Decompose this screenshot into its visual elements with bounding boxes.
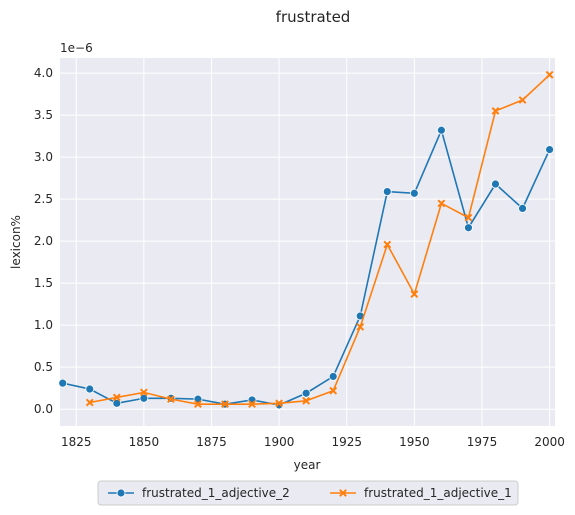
legend-label: frustrated_1_adjective_2 xyxy=(142,486,290,500)
series-2 xyxy=(85,70,554,409)
data-point xyxy=(356,322,365,331)
y-tick-label: 2.5 xyxy=(34,192,53,206)
x-axis-label: year xyxy=(294,458,321,472)
data-point xyxy=(139,388,148,397)
data-point xyxy=(491,179,500,189)
data-point xyxy=(464,223,473,233)
plot-area xyxy=(60,58,555,426)
y-tick-label: 4.0 xyxy=(34,66,53,80)
legend-item-2: frustrated_1_adjective_1 xyxy=(330,486,512,500)
data-point xyxy=(248,400,256,409)
data-point xyxy=(221,400,229,409)
chart-title: frustrated xyxy=(276,8,351,26)
y-axis-label: lexicon% xyxy=(9,215,23,269)
y-axis-ticks: 0.0 0.5 1.0 1.5 2.0 2.5 3.0 3.5 4.0 xyxy=(34,66,53,416)
legend: frustrated_1_adjective_2 frustrated_1_adj… xyxy=(97,480,519,506)
data-point xyxy=(166,395,175,404)
data-point xyxy=(518,96,527,104)
y-tick-label: 1.5 xyxy=(34,276,53,290)
data-point xyxy=(382,187,392,196)
series-layer xyxy=(58,70,554,410)
data-point xyxy=(139,393,149,403)
data-point xyxy=(545,70,554,79)
series-line xyxy=(89,74,551,405)
x-tick-label: 1975 xyxy=(467,435,498,449)
data-point xyxy=(409,188,419,198)
data-point xyxy=(339,489,347,497)
data-point xyxy=(383,240,392,249)
data-point xyxy=(302,396,311,405)
data-point xyxy=(437,199,446,208)
data-point xyxy=(410,290,419,298)
data-point xyxy=(518,203,527,213)
y-tick-label: 3.5 xyxy=(34,108,53,122)
y-tick-label: 0.0 xyxy=(34,402,53,416)
x-tick-label: 2000 xyxy=(534,435,565,449)
x-tick-label: 1825 xyxy=(61,435,92,449)
y-tick-label: 2.0 xyxy=(34,234,53,248)
data-point xyxy=(491,107,500,115)
x-axis-ticks: 1825 1850 1875 1900 1925 1950 1975 2000 xyxy=(61,435,565,449)
data-point xyxy=(545,145,554,154)
legend-box xyxy=(97,480,519,506)
x-tick-label: 1925 xyxy=(331,435,362,449)
legend-item-1: frustrated_1_adjective_2 xyxy=(108,486,290,500)
y-tick-label: 0.5 xyxy=(34,360,53,374)
data-point xyxy=(85,384,95,394)
y-axis-scale-label: 1e−6 xyxy=(60,41,93,55)
data-point xyxy=(301,388,311,398)
x-tick-label: 1875 xyxy=(196,435,227,449)
y-tick-label: 1.0 xyxy=(34,318,53,332)
data-point xyxy=(328,372,338,381)
data-point xyxy=(112,393,121,402)
data-point xyxy=(275,399,284,408)
y-tick-label: 3.0 xyxy=(34,150,53,164)
data-point xyxy=(436,125,446,135)
data-point xyxy=(329,386,338,395)
data-point xyxy=(58,378,68,388)
x-tick-label: 1950 xyxy=(399,435,430,449)
data-point xyxy=(112,398,122,408)
data-point xyxy=(116,488,126,498)
x-tick-label: 1850 xyxy=(129,435,160,449)
x-tick-label: 1900 xyxy=(264,435,295,449)
data-point xyxy=(194,400,202,409)
legend-label: frustrated_1_adjective_1 xyxy=(364,486,512,500)
data-point xyxy=(85,398,94,407)
data-point xyxy=(464,213,473,222)
